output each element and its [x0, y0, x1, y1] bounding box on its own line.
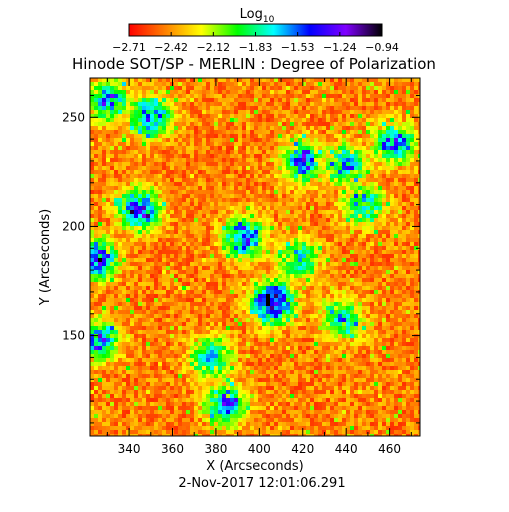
colorbar-tick-label: −1.53: [281, 41, 315, 54]
y-tick-label: 150: [62, 329, 85, 343]
x-tick-label: 340: [118, 442, 141, 456]
axes: 340 360 380 400 420 440 460 150 200 250: [62, 78, 420, 456]
colorbar-label: Log10: [240, 7, 275, 25]
heatmap-image: [90, 78, 420, 436]
chart-title: Hinode SOT/SP - MERLIN : Degree of Polar…: [72, 55, 436, 73]
y-tick-label: 250: [62, 110, 85, 124]
x-tick-label: 360: [161, 442, 184, 456]
colorbar: [128, 23, 383, 37]
x-tick-label: 420: [291, 442, 314, 456]
x-axis-label: X (Arcseconds): [206, 459, 303, 474]
colorbar-tick-label: −0.94: [365, 41, 399, 54]
colorbar-tick-label: −2.71: [112, 41, 146, 54]
timestamp: 2-Nov-2017 12:01:06.291: [178, 476, 345, 491]
colorbar-tick-label: −1.24: [323, 41, 357, 54]
colorbar-tick-label: −2.12: [196, 41, 230, 54]
x-tick-label: 380: [204, 442, 227, 456]
x-tick-label: 400: [248, 442, 271, 456]
plot-frame: [89, 77, 421, 437]
y-tick-label: 200: [62, 219, 85, 233]
x-tick-label: 440: [335, 442, 358, 456]
colorbar-tick-label: −1.83: [239, 41, 273, 54]
y-axis-label: Y (Arcseconds): [38, 209, 53, 306]
colorbar-tick-labels: −2.71 −2.42 −2.12 −1.83 −1.53 −1.24 −0.94: [112, 41, 399, 54]
x-tick-label: 460: [378, 442, 401, 456]
colorbar-tick-label: −2.42: [154, 41, 188, 54]
